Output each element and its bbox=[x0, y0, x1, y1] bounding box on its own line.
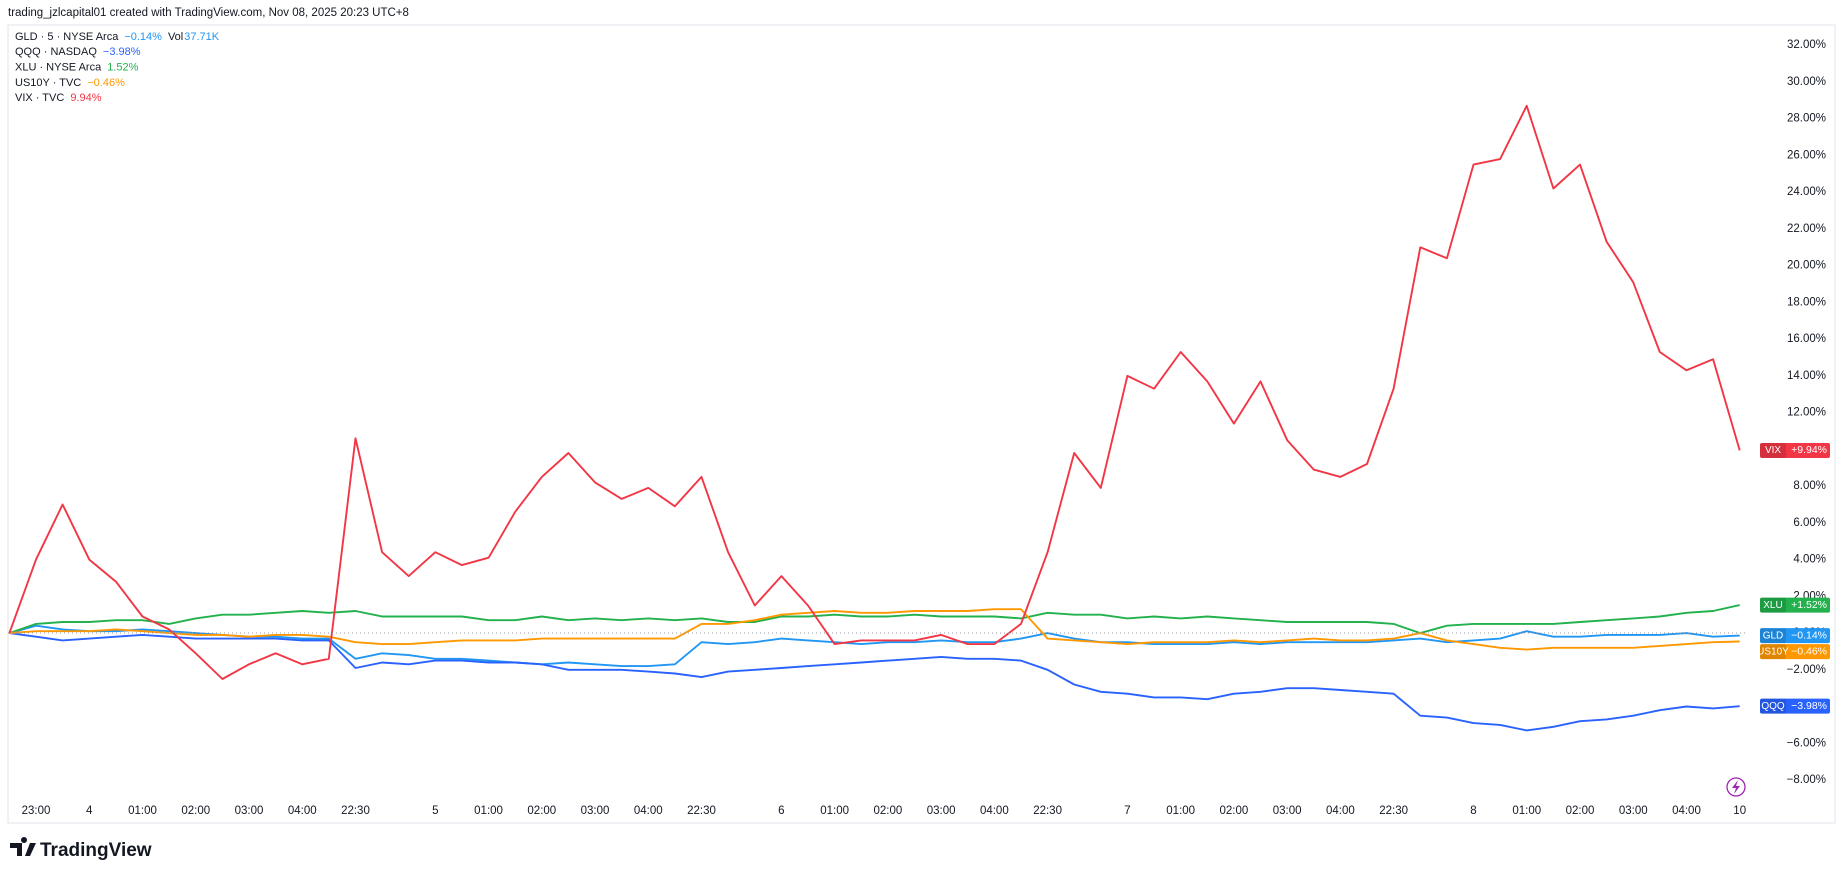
y-tick-label: 6.00% bbox=[1793, 517, 1826, 529]
last-value-badge bbox=[1760, 628, 1830, 644]
y-tick-label: 8.00% bbox=[1793, 480, 1826, 492]
legend-label: GLD · 5 · NYSE Arca bbox=[15, 31, 119, 43]
x-tick-label: 02:00 bbox=[1566, 805, 1595, 817]
y-tick-label: 4.00% bbox=[1793, 554, 1826, 566]
y-tick-label: 18.00% bbox=[1787, 296, 1826, 308]
x-tick-label: 01:00 bbox=[1166, 805, 1195, 817]
legend-change: −0.14% bbox=[124, 31, 162, 43]
y-tick-label: 30.00% bbox=[1787, 76, 1826, 88]
badge-name-bg bbox=[1760, 644, 1786, 660]
x-tick-label: 02:00 bbox=[1220, 805, 1249, 817]
x-tick-label: 01:00 bbox=[128, 805, 157, 817]
y-tick-label: 12.00% bbox=[1787, 407, 1826, 419]
y-tick-label: 32.00% bbox=[1787, 39, 1826, 51]
series-line bbox=[9, 632, 1740, 732]
x-tick-label: 01:00 bbox=[1512, 805, 1541, 817]
x-tick-label: 22:30 bbox=[1379, 805, 1408, 817]
x-tick-label: 03:00 bbox=[1273, 805, 1302, 817]
series-line bbox=[9, 604, 1740, 635]
series-line bbox=[8, 104, 1741, 680]
x-tick-label: 03:00 bbox=[1619, 805, 1648, 817]
badge-name: QQQ bbox=[1761, 701, 1785, 712]
legend-change: 9.94% bbox=[70, 92, 101, 104]
legend-change: 1.52% bbox=[107, 62, 138, 74]
x-tick-label: 22:30 bbox=[1033, 805, 1062, 817]
y-tick-label: 28.00% bbox=[1787, 113, 1826, 125]
badge-name-bg bbox=[1760, 698, 1786, 714]
x-tick-label: 03:00 bbox=[927, 805, 956, 817]
x-tick-label: 23:00 bbox=[22, 805, 51, 817]
x-tick-label: 04:00 bbox=[634, 805, 663, 817]
badge-name-bg bbox=[1760, 442, 1786, 458]
legend-volume-label: Vol bbox=[168, 31, 183, 43]
x-tick-label: 04:00 bbox=[288, 805, 317, 817]
x-tick-label: 8 bbox=[1470, 805, 1476, 817]
badge-value: −0.46% bbox=[1791, 645, 1827, 657]
badge-value: +1.52% bbox=[1791, 599, 1827, 611]
legend-volume-value: 37.71K bbox=[184, 31, 220, 43]
legend-label: VIX · TVC bbox=[15, 92, 64, 104]
x-tick-label: 22:30 bbox=[341, 805, 370, 817]
y-tick-label: −2.00% bbox=[1787, 664, 1826, 676]
x-tick-label: 02:00 bbox=[181, 805, 210, 817]
legend-entry[interactable]: QQQ · NASDAQ −3.98% bbox=[15, 46, 141, 58]
x-tick-label: 04:00 bbox=[1672, 805, 1701, 817]
chart-frame bbox=[7, 24, 1836, 824]
plot-area bbox=[8, 104, 1741, 732]
last-value-badge bbox=[1760, 698, 1830, 714]
badge-name-bg bbox=[1760, 597, 1786, 613]
legend-label: US10Y · TVC bbox=[15, 77, 81, 89]
x-tick-label: 10 bbox=[1733, 805, 1746, 817]
x-tick-label: 03:00 bbox=[235, 805, 264, 817]
y-tick-label: −8.00% bbox=[1787, 774, 1826, 786]
badge-value: −0.14% bbox=[1791, 629, 1827, 641]
y-tick-label: 24.00% bbox=[1787, 186, 1826, 198]
y-tick-label: −6.00% bbox=[1787, 737, 1826, 749]
last-value-badge bbox=[1760, 644, 1830, 660]
legend-change: −0.46% bbox=[87, 77, 125, 89]
badge-value: +9.94% bbox=[1791, 444, 1827, 456]
badge-name-bg bbox=[1760, 628, 1786, 644]
badge-name: US10Y bbox=[1757, 646, 1789, 657]
series-line bbox=[9, 608, 1740, 651]
x-tick-label: 01:00 bbox=[820, 805, 849, 817]
badge-value: −3.98% bbox=[1791, 700, 1827, 712]
x-tick-label: 22:30 bbox=[687, 805, 716, 817]
x-tick-label: 02:00 bbox=[527, 805, 556, 817]
x-tick-label: 4 bbox=[86, 805, 93, 817]
legend-label: QQQ · NASDAQ bbox=[15, 46, 97, 58]
x-tick-label: 5 bbox=[432, 805, 438, 817]
badge-name: XLU bbox=[1763, 600, 1782, 611]
legend-label: XLU · NYSE Arca bbox=[15, 62, 102, 74]
x-tick-label: 03:00 bbox=[581, 805, 610, 817]
last-value-badge bbox=[1760, 597, 1830, 613]
legend-entry[interactable]: XLU · NYSE Arca 1.52% bbox=[15, 62, 139, 74]
legend-entry[interactable]: VIX · TVC 9.94% bbox=[15, 92, 102, 104]
credit: trading_jzlcapital01 created with Tradin… bbox=[8, 7, 409, 19]
legend-entry[interactable]: US10Y · TVC −0.46% bbox=[15, 77, 125, 89]
badge-name: VIX bbox=[1765, 445, 1781, 456]
y-tick-label: 20.00% bbox=[1787, 260, 1826, 272]
x-tick-label: 02:00 bbox=[873, 805, 902, 817]
y-tick-label: 16.00% bbox=[1787, 333, 1826, 345]
x-tick-label: 6 bbox=[778, 805, 784, 817]
y-tick-label: 22.00% bbox=[1787, 223, 1826, 235]
badge-name: GLD bbox=[1763, 630, 1784, 641]
x-tick-label: 04:00 bbox=[980, 805, 1009, 817]
legend-change: −3.98% bbox=[103, 46, 141, 58]
y-tick-label: 14.00% bbox=[1787, 370, 1826, 382]
footer-logo[interactable]: TradingView bbox=[10, 836, 152, 861]
x-tick-label: 04:00 bbox=[1326, 805, 1355, 817]
x-tick-label: 7 bbox=[1124, 805, 1130, 817]
legend-entry[interactable]: GLD · 5 · NYSE Arca −0.14% Vol 37.71K bbox=[15, 31, 220, 43]
alert-icon[interactable] bbox=[1726, 777, 1746, 797]
footer-logo-text: TradingView bbox=[40, 840, 152, 861]
y-tick-label: 26.00% bbox=[1787, 149, 1826, 161]
x-tick-label: 01:00 bbox=[474, 805, 503, 817]
last-value-badge bbox=[1760, 442, 1830, 458]
